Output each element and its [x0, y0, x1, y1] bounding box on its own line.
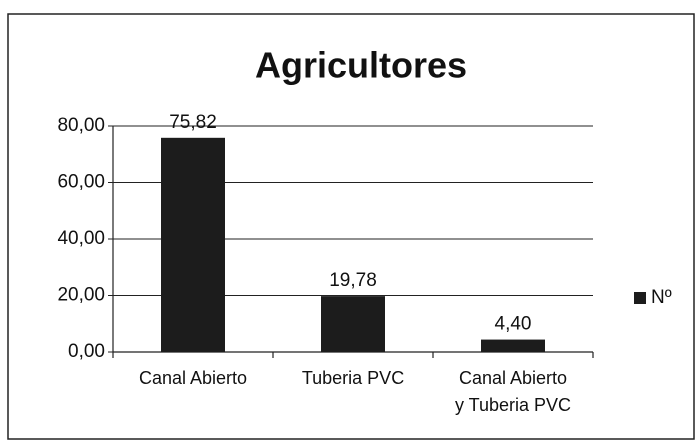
y-tick-label: 0,00	[68, 341, 105, 362]
bar	[481, 339, 545, 352]
y-tick-label: 40,00	[57, 228, 105, 249]
y-tick-label: 60,00	[57, 172, 105, 193]
bar	[321, 296, 385, 352]
x-tick-label: Tuberia PVC	[301, 368, 405, 388]
chart-title: Agricultores	[255, 45, 467, 86]
data-label: 19,78	[329, 270, 377, 291]
data-label: 4,40	[495, 314, 532, 335]
x-tick-label: Canal Abierto y Tuberia PVC	[454, 368, 572, 415]
bar	[161, 137, 225, 352]
x-tick-label: Canal Abierto	[138, 368, 248, 388]
chart-border	[7, 13, 695, 440]
legend-label: Nº	[651, 287, 672, 308]
y-tick-label: 80,00	[57, 115, 105, 136]
legend-swatch	[634, 292, 646, 304]
y-tick-label: 20,00	[57, 285, 105, 306]
data-label: 75,82	[169, 112, 217, 133]
